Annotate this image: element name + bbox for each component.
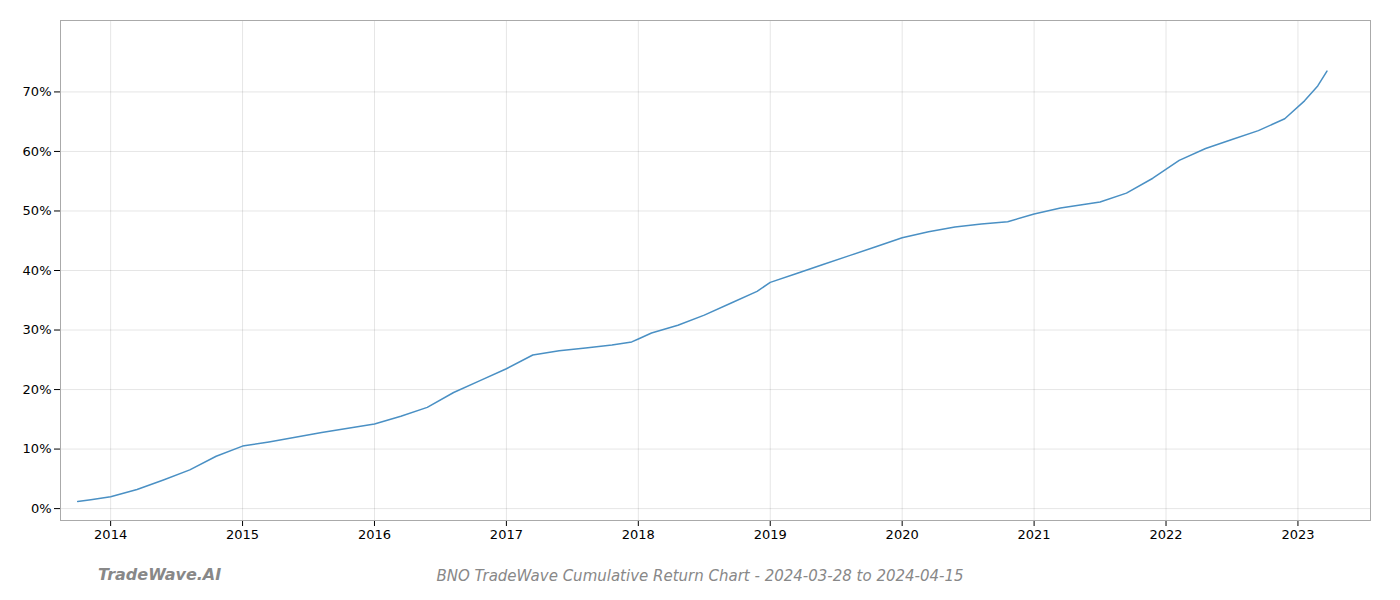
svg-text:2019: 2019 <box>754 527 787 542</box>
svg-text:2020: 2020 <box>886 527 919 542</box>
svg-text:2015: 2015 <box>226 527 259 542</box>
svg-text:40%: 40% <box>23 263 52 278</box>
svg-text:2022: 2022 <box>1149 527 1182 542</box>
svg-text:30%: 30% <box>23 322 52 337</box>
svg-text:2021: 2021 <box>1018 527 1051 542</box>
svg-text:2014: 2014 <box>94 527 127 542</box>
svg-text:20%: 20% <box>23 382 52 397</box>
svg-text:2017: 2017 <box>490 527 523 542</box>
html-text:TradeWave.AI: TradeWave.AI <box>98 565 222 584</box>
svg-text:70%: 70% <box>23 84 52 99</box>
svg-text:50%: 50% <box>23 203 52 218</box>
html-text:BNO TradeWave Cumulative Retur: BNO TradeWave Cumulative Return Chart - … <box>436 567 964 585</box>
svg-text:2016: 2016 <box>358 527 391 542</box>
svg-text:10%: 10% <box>23 441 52 456</box>
svg-text:0%: 0% <box>31 501 52 516</box>
svg-text:2023: 2023 <box>1281 527 1314 542</box>
svg-text:60%: 60% <box>23 144 52 159</box>
svg-text:2018: 2018 <box>622 527 655 542</box>
